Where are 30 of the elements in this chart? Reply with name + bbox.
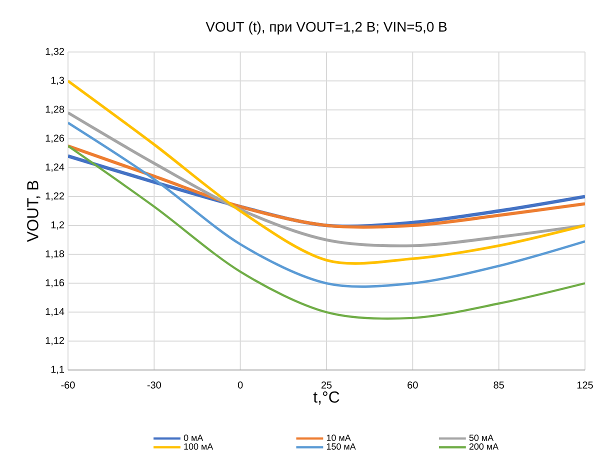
legend-label: 50 мА (469, 434, 494, 441)
line-series (68, 144, 585, 320)
line-series (68, 111, 585, 248)
legend-label: 100 мА (184, 443, 214, 450)
chart-title: VOUT (t), при VOUT=1,2 В; VIN=5,0 В (206, 21, 447, 34)
y-tick-label: 1,28 (46, 106, 64, 114)
y-tick-label: 1,3 (51, 76, 64, 86)
y-axis-title: VOUT, В (27, 180, 40, 242)
y-tick-label: 1,32 (46, 48, 64, 56)
y-tick-label: 1,12 (46, 336, 64, 346)
x-axis-title: t,°C (313, 391, 340, 405)
x-tick-label: 25 (321, 382, 332, 389)
legend-label: 150 мА (326, 443, 356, 450)
legend-label: 0 мА (184, 434, 204, 441)
x-tick-label: 60 (408, 382, 418, 389)
x-tick-label: -60 (61, 382, 75, 389)
legend-label: 10 мА (326, 434, 351, 441)
x-tick-label: 85 (494, 382, 504, 389)
x-tick-label: -30 (147, 382, 161, 389)
y-tick-label: 1,24 (46, 164, 64, 172)
y-tick-label: 1,2 (51, 221, 64, 230)
y-tick-label: 1,22 (46, 192, 64, 201)
legend-label: 200 мА (469, 443, 499, 450)
x-tick-label: 125 (577, 382, 593, 389)
y-tick-label: 1,18 (46, 250, 64, 258)
y-tick-label: 1,16 (46, 279, 64, 288)
x-tick-label: 0 (238, 382, 243, 389)
y-tick-label: 1,26 (46, 134, 64, 143)
y-tick-label: 1,1 (51, 366, 64, 374)
y-tick-label: 1,14 (46, 308, 64, 316)
